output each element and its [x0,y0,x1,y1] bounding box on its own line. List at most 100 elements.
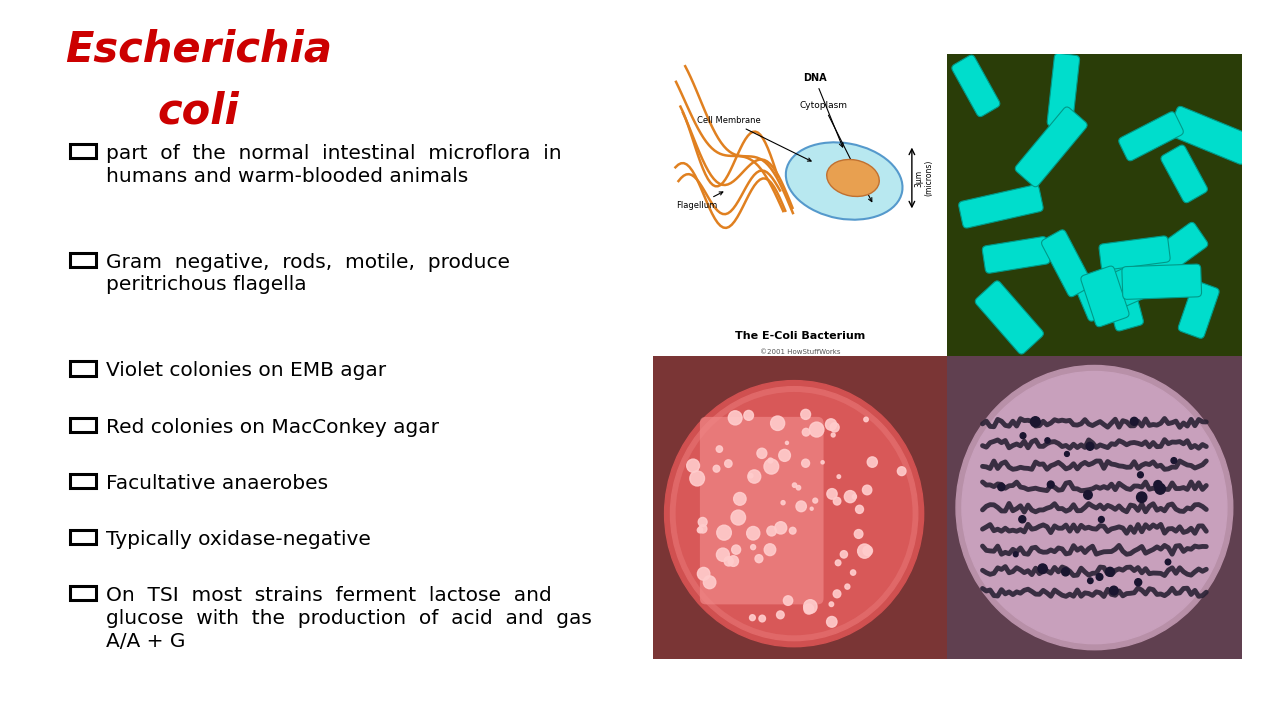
Circle shape [833,590,841,598]
Circle shape [1084,490,1092,499]
Circle shape [1047,481,1055,488]
Circle shape [1110,586,1119,595]
Circle shape [1137,492,1147,503]
Circle shape [809,422,824,437]
Circle shape [777,611,785,618]
FancyBboxPatch shape [947,54,1242,356]
Circle shape [1130,418,1138,426]
Circle shape [864,417,868,422]
Circle shape [690,471,704,486]
FancyBboxPatch shape [1179,281,1219,338]
Circle shape [820,461,824,464]
Text: Escherichia: Escherichia [65,29,332,71]
Circle shape [781,500,785,505]
Text: Cytoplasm: Cytoplasm [800,101,872,202]
Circle shape [756,449,767,459]
Circle shape [686,459,700,472]
Circle shape [698,527,703,533]
Circle shape [746,526,760,540]
Circle shape [790,527,796,534]
Circle shape [1065,451,1069,456]
Circle shape [1044,438,1050,444]
Circle shape [748,470,760,483]
Circle shape [1096,574,1103,580]
Circle shape [1098,516,1105,523]
Circle shape [836,560,841,566]
FancyBboxPatch shape [70,253,96,267]
FancyBboxPatch shape [1169,107,1253,164]
FancyBboxPatch shape [1015,107,1087,186]
Circle shape [868,457,877,467]
Text: part  of  the  normal  intestinal  microflora  in
humans and warm-blooded animal: part of the normal intestinal microflora… [106,144,562,186]
Circle shape [774,522,787,534]
Circle shape [963,372,1228,644]
Circle shape [829,602,833,606]
Circle shape [749,474,753,478]
Circle shape [1155,484,1165,494]
Circle shape [792,483,796,487]
Circle shape [717,548,730,562]
Circle shape [852,495,856,499]
Circle shape [1153,480,1162,489]
Circle shape [732,545,741,554]
FancyBboxPatch shape [700,417,823,604]
Circle shape [827,616,837,627]
Text: 3μm
(microns): 3μm (microns) [914,160,933,196]
Circle shape [676,392,911,634]
Ellipse shape [827,160,879,197]
Text: Typically oxidase-negative: Typically oxidase-negative [106,530,371,549]
Text: Facultative anaerobes: Facultative anaerobes [106,474,329,492]
Ellipse shape [786,143,902,220]
Circle shape [897,467,906,476]
Text: Gram  negative,  rods,  motile,  produce
peritrichous flagella: Gram negative, rods, motile, produce per… [106,253,511,294]
Circle shape [801,410,810,420]
Circle shape [1020,433,1025,438]
FancyBboxPatch shape [70,361,96,376]
Circle shape [786,441,788,444]
Circle shape [699,525,707,533]
FancyBboxPatch shape [653,356,947,659]
Circle shape [854,529,863,539]
Circle shape [804,604,814,614]
FancyBboxPatch shape [1080,266,1129,327]
FancyBboxPatch shape [1047,53,1079,128]
Circle shape [1038,564,1047,574]
Circle shape [771,416,785,431]
Circle shape [778,449,791,462]
FancyBboxPatch shape [1042,230,1092,297]
Circle shape [831,433,835,437]
Circle shape [1106,567,1115,576]
Circle shape [717,525,731,540]
Text: Red colonies on MacConkey agar: Red colonies on MacConkey agar [106,418,439,436]
FancyBboxPatch shape [70,586,96,600]
Circle shape [764,544,776,556]
Circle shape [804,600,817,613]
Circle shape [1165,559,1171,564]
Text: The E-Coli Bacterium: The E-Coli Bacterium [735,331,865,341]
Circle shape [845,490,856,503]
FancyBboxPatch shape [70,474,96,488]
FancyBboxPatch shape [70,144,96,158]
FancyBboxPatch shape [947,356,1242,659]
Circle shape [1171,458,1176,464]
Circle shape [833,498,841,505]
Text: DNA: DNA [803,73,844,147]
Circle shape [759,615,765,622]
Circle shape [863,485,872,495]
Circle shape [826,419,837,431]
Circle shape [764,459,778,474]
Circle shape [698,518,707,526]
FancyBboxPatch shape [959,185,1043,228]
Circle shape [768,458,773,463]
Circle shape [671,387,918,641]
Circle shape [724,460,732,467]
Circle shape [998,483,1005,491]
FancyBboxPatch shape [70,530,96,544]
Circle shape [728,556,739,567]
Circle shape [717,446,722,452]
Circle shape [664,381,924,647]
FancyBboxPatch shape [1076,256,1165,321]
Circle shape [724,557,733,566]
Circle shape [755,554,763,563]
Circle shape [858,544,872,558]
